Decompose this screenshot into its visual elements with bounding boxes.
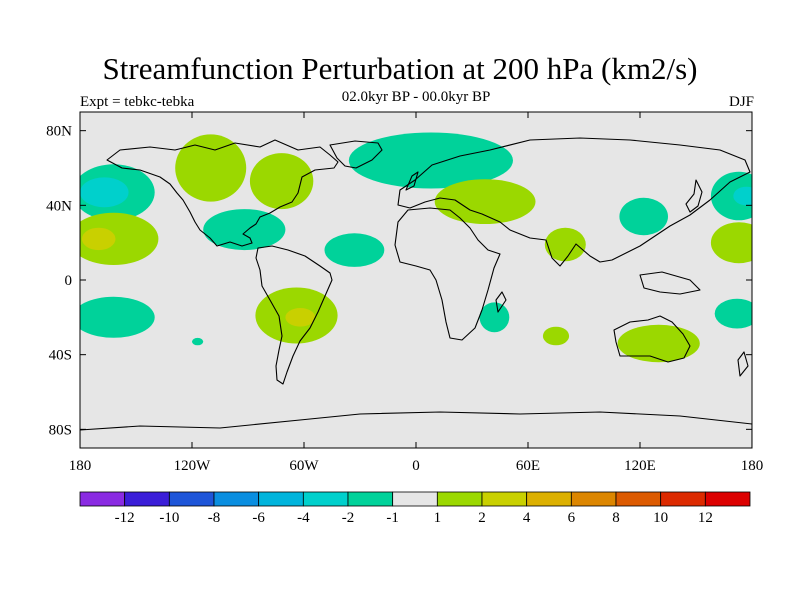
anomaly-region: [324, 233, 385, 267]
colorbar-swatch: [392, 491, 438, 507]
anomaly-region: [544, 227, 586, 262]
colorbar-swatch: [615, 491, 662, 507]
coast-australia: [613, 315, 691, 363]
experiment-label: Expt = tebkc-tebka: [80, 94, 195, 110]
colorbar-label: -12: [115, 510, 135, 526]
anomaly-region: [249, 153, 314, 210]
plot-title: Streamfunction Perturbation at 200 hPa (…: [102, 51, 698, 86]
anomaly-region: [80, 177, 129, 208]
anomaly-region: [710, 171, 752, 221]
longitude-ticks: 180 120W 60W 0 60E 120E 180: [69, 112, 764, 474]
colorbar-label: -4: [297, 510, 310, 526]
lon-tick-label: 120E: [624, 458, 656, 474]
colorbar-label: 10: [653, 510, 668, 526]
anomaly-region: [175, 134, 247, 202]
colorbar-swatch: [436, 491, 483, 507]
latitude-ticks: 80N 40N 0 40S 80S: [46, 124, 752, 438]
lat-tick-label: 40N: [46, 198, 72, 214]
lat-tick-label: 40S: [49, 348, 72, 364]
anomaly-region: [617, 324, 700, 363]
coast-eurasia: [397, 137, 751, 267]
colorbar-label: -6: [252, 510, 265, 526]
lon-tick-label: 60W: [289, 458, 319, 474]
colorbar-label: 12: [698, 510, 713, 526]
anomaly-region: [733, 186, 752, 206]
coast-greenland: [329, 140, 383, 169]
colorbar-swatch: [570, 491, 617, 507]
colorbar-label: 2: [478, 510, 486, 526]
anomaly-region: [542, 326, 570, 346]
anomaly-region: [714, 298, 752, 329]
anomaly-region: [80, 212, 159, 265]
coast-south-america: [255, 245, 333, 385]
colorbar-swatch: [526, 491, 572, 507]
coastlines: [80, 137, 752, 448]
colorbar-swatch: [481, 491, 528, 507]
lat-tick-label: 80S: [49, 422, 72, 438]
coast-north-america: [106, 139, 339, 247]
colorbar-label: 1: [434, 510, 442, 526]
lat-tick-label: 0: [65, 273, 73, 289]
anomaly-region: [619, 197, 668, 236]
coast-antarctica: [80, 411, 752, 448]
colorbar-label: -2: [342, 510, 355, 526]
lon-tick-label: 0: [412, 458, 420, 474]
colorbar-swatch: [302, 491, 349, 507]
anomaly-region: [81, 227, 116, 251]
colorbar-swatch: [124, 491, 170, 507]
anomaly-layer: [80, 132, 752, 363]
anomaly-region: [192, 337, 204, 346]
anomaly-region: [434, 179, 536, 225]
colorbar-label: 8: [612, 510, 620, 526]
colorbar-label: -10: [159, 510, 179, 526]
anomaly-region: [710, 222, 752, 264]
season-label: DJF: [728, 94, 754, 110]
lon-tick-label: 180: [741, 458, 764, 474]
lon-tick-label: 60E: [516, 458, 540, 474]
colorbar-label: 4: [523, 510, 531, 526]
colorbar-swatch: [660, 491, 706, 507]
colorbar-swatch: [213, 491, 260, 507]
period-label: 02.0kyr BP - 00.0kyr BP: [341, 89, 491, 105]
anomaly-region: [203, 209, 286, 251]
anomaly-region: [348, 132, 513, 189]
colorbar: -12 -10 -8 -6 -4 -2 -1 1 2 4 6 8 10 12: [79, 491, 751, 526]
coast-madagascar: [495, 291, 507, 313]
colorbar-label: -8: [208, 510, 221, 526]
lon-tick-label: 120W: [174, 458, 212, 474]
coast-british-isles: [405, 171, 419, 191]
coast-new-zealand: [737, 351, 749, 377]
colorbar-swatch: [79, 491, 126, 507]
colorbar-swatch: [258, 491, 304, 507]
lat-tick-label: 80N: [46, 124, 72, 140]
anomaly-region: [80, 296, 155, 338]
colorbar-label: 6: [568, 510, 576, 526]
lon-tick-label: 180: [69, 458, 92, 474]
colorbar-swatch: [168, 491, 215, 507]
colorbar-label: -1: [386, 510, 399, 526]
coast-africa: [394, 207, 501, 341]
anomaly-region: [285, 308, 316, 327]
colorbar-swatch: [347, 491, 394, 507]
colorbar-swatch: [704, 491, 751, 507]
anomaly-region: [479, 302, 510, 333]
coast-maritime-continent: [639, 271, 701, 295]
coast-japan: [685, 179, 703, 213]
